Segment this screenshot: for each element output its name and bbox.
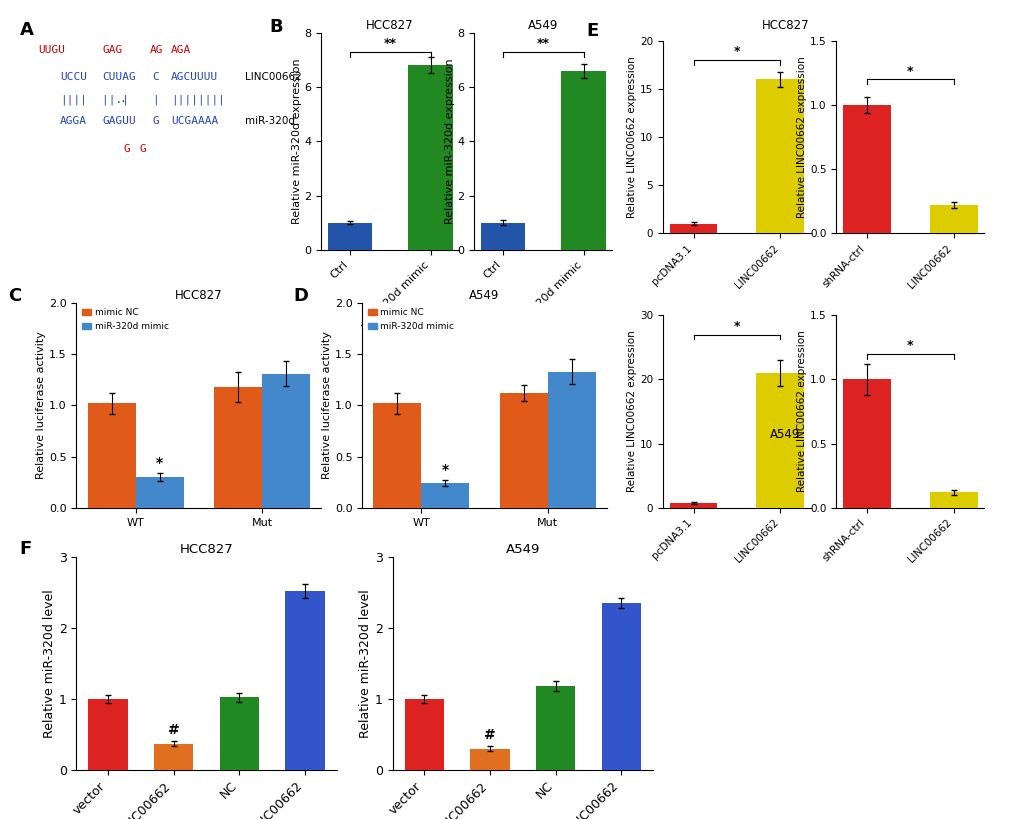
Text: *: * [733, 45, 740, 58]
Text: *: * [441, 463, 448, 477]
Bar [154, 744, 194, 770]
Title: HCC827: HCC827 [179, 543, 233, 556]
Bar [285, 591, 324, 770]
Y-axis label: Relative luciferase activity: Relative luciferase activity [37, 332, 46, 479]
Text: GAGUU: GAGUU [102, 116, 136, 126]
Text: ||.|: ||.| [102, 94, 136, 105]
Title: A549: A549 [528, 19, 557, 32]
Bar [929, 492, 976, 508]
Bar [327, 223, 372, 250]
Text: ||||||||: |||||||| [171, 94, 225, 105]
Text: #: # [484, 728, 495, 742]
Bar [470, 749, 510, 770]
Text: ||||: |||| [60, 94, 87, 105]
Text: G: G [140, 143, 146, 153]
Text: *: * [156, 456, 163, 470]
Legend: mimic NC, miR-320d mimic: mimic NC, miR-320d mimic [366, 308, 454, 332]
Y-axis label: Relative LINC00662 expression: Relative LINC00662 expression [797, 331, 806, 492]
Bar [547, 372, 595, 508]
Bar [601, 603, 640, 770]
Bar [421, 483, 469, 508]
Text: D: D [293, 287, 309, 305]
Text: B: B [269, 17, 282, 35]
Bar [219, 698, 259, 770]
Text: AGGA: AGGA [60, 116, 87, 126]
Text: CUUAG: CUUAG [102, 72, 136, 82]
Bar [499, 393, 547, 508]
Title: A549: A549 [469, 289, 499, 302]
Y-axis label: Relative miR-320d expression: Relative miR-320d expression [444, 58, 454, 224]
Text: A549: A549 [769, 428, 800, 441]
Bar [480, 223, 525, 250]
Bar [756, 79, 803, 233]
Bar [843, 105, 890, 233]
Bar [88, 403, 136, 508]
Text: .: . [119, 94, 126, 104]
Bar [214, 387, 262, 508]
Bar [89, 699, 127, 770]
Bar [560, 70, 605, 250]
Bar [262, 373, 310, 508]
Y-axis label: Relative miR-320d level: Relative miR-320d level [43, 589, 56, 738]
Text: #: # [168, 723, 179, 737]
Bar [756, 373, 803, 508]
Y-axis label: Relative luciferase activity: Relative luciferase activity [322, 332, 331, 479]
Bar [929, 206, 976, 233]
Text: G: G [153, 116, 159, 126]
Text: F: F [19, 540, 32, 558]
Text: GAG: GAG [102, 45, 122, 55]
Text: A: A [20, 20, 34, 38]
Bar [843, 379, 890, 508]
Text: AGCUUUU: AGCUUUU [171, 72, 218, 82]
Bar [405, 699, 443, 770]
Text: AGA: AGA [171, 45, 192, 55]
Text: HCC827: HCC827 [761, 19, 808, 32]
Bar [535, 686, 575, 770]
Legend: mimic NC, miR-320d mimic: mimic NC, miR-320d mimic [81, 308, 169, 332]
Text: |: | [153, 94, 159, 105]
Text: C: C [8, 287, 21, 305]
Text: miR-320d: miR-320d [246, 116, 296, 126]
Text: G: G [123, 143, 130, 153]
Y-axis label: Relative miR-320d level: Relative miR-320d level [359, 589, 372, 738]
Text: UCCU: UCCU [60, 72, 87, 82]
Title: A549: A549 [505, 543, 539, 556]
Text: E: E [586, 22, 598, 39]
Bar [669, 503, 716, 508]
Y-axis label: Relative LINC00662 expression: Relative LINC00662 expression [627, 57, 637, 218]
Text: C: C [153, 72, 159, 82]
Title: HCC827: HCC827 [175, 289, 222, 302]
Text: AG: AG [150, 45, 163, 55]
Text: *: * [906, 339, 913, 352]
Bar [669, 224, 716, 233]
Y-axis label: Relative miR-320d expression: Relative miR-320d expression [291, 58, 302, 224]
Bar [408, 66, 452, 250]
Text: **: ** [383, 37, 396, 50]
Bar [136, 477, 183, 508]
Title: HCC827: HCC827 [366, 19, 414, 32]
Text: UCGAAAA: UCGAAAA [171, 116, 218, 126]
Y-axis label: Relative LINC00662 expression: Relative LINC00662 expression [627, 331, 637, 492]
Bar [373, 403, 421, 508]
Y-axis label: Relative LINC00662 expression: Relative LINC00662 expression [797, 57, 806, 218]
Text: **: ** [536, 37, 549, 50]
Text: LINC00662: LINC00662 [246, 72, 302, 82]
Text: UUGU: UUGU [39, 45, 65, 55]
Text: *: * [906, 65, 913, 78]
Text: *: * [733, 319, 740, 333]
